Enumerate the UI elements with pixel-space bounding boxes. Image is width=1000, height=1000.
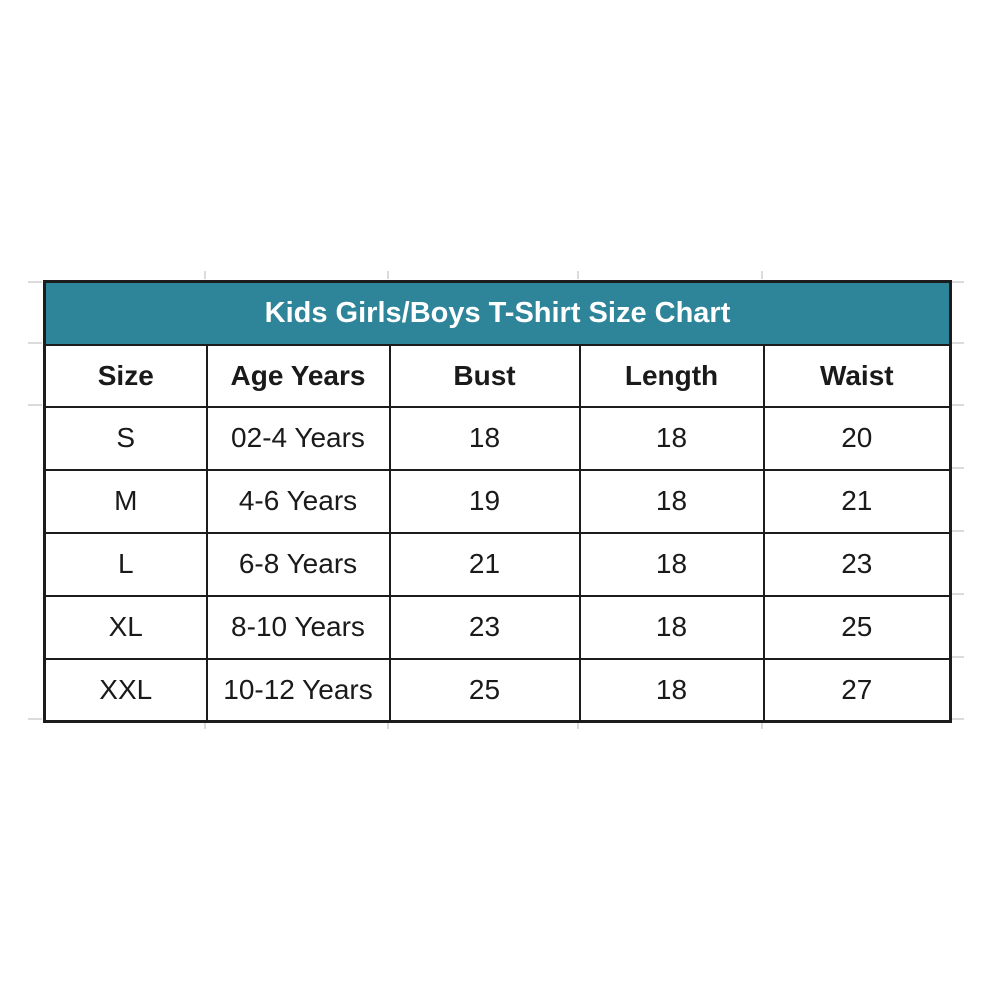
length-value: 18 <box>578 468 765 534</box>
size-value: L <box>43 531 208 597</box>
length-value: 18 <box>578 405 765 471</box>
age-value: 10-12 Years <box>205 657 391 723</box>
length-value: 18 <box>578 594 765 660</box>
waist-value: 20 <box>762 405 952 471</box>
waist-value: 25 <box>762 594 952 660</box>
age-value: 02-4 Years <box>205 405 391 471</box>
table-row-l: L 6-8 Years 21 18 23 <box>43 531 952 597</box>
waist-value: 23 <box>762 531 952 597</box>
table-row-s: S 02-4 Years 18 18 20 <box>43 405 952 471</box>
column-header-length: Length <box>578 343 765 408</box>
waist-value: 27 <box>762 657 952 723</box>
size-value: M <box>43 468 208 534</box>
table-title: Kids Girls/Boys T-Shirt Size Chart <box>43 280 952 346</box>
column-header-bust: Bust <box>388 343 581 408</box>
waist-value: 21 <box>762 468 952 534</box>
bust-value: 23 <box>388 594 581 660</box>
table-row-xxl: XXL 10-12 Years 25 18 27 <box>43 657 952 723</box>
bust-value: 25 <box>388 657 581 723</box>
bust-value: 18 <box>388 405 581 471</box>
size-chart-table: Kids Girls/Boys T-Shirt Size Chart Size … <box>43 280 953 723</box>
bust-value: 21 <box>388 531 581 597</box>
table-header-row: Size Age Years Bust Length Waist <box>43 343 952 408</box>
size-value: XXL <box>43 657 208 723</box>
table-row-m: M 4-6 Years 19 18 21 <box>43 468 952 534</box>
length-value: 18 <box>578 531 765 597</box>
age-value: 6-8 Years <box>205 531 391 597</box>
length-value: 18 <box>578 657 765 723</box>
column-header-waist: Waist <box>762 343 952 408</box>
age-value: 4-6 Years <box>205 468 391 534</box>
table-title-row: Kids Girls/Boys T-Shirt Size Chart <box>43 280 952 346</box>
size-value: S <box>43 405 208 471</box>
column-header-size: Size <box>43 343 208 408</box>
column-header-age-years: Age Years <box>205 343 391 408</box>
table-row-xl: XL 8-10 Years 23 18 25 <box>43 594 952 660</box>
bust-value: 19 <box>388 468 581 534</box>
age-value: 8-10 Years <box>205 594 391 660</box>
size-value: XL <box>43 594 208 660</box>
